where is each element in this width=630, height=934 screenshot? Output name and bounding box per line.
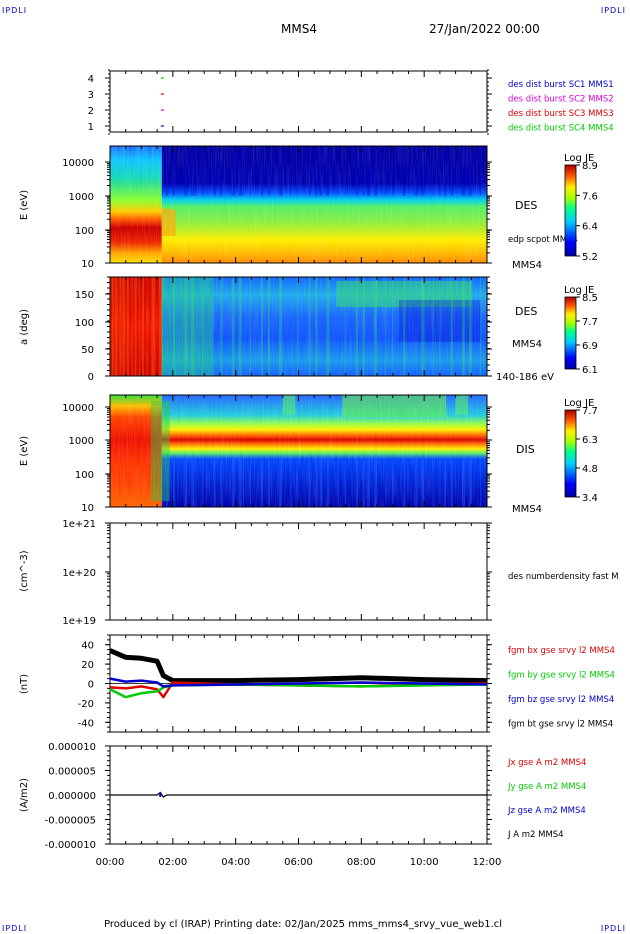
- legend-entry: des dist burst SC3 MMS3: [508, 109, 614, 119]
- y-tick-label: 1000: [69, 192, 94, 203]
- x-tick-label: 00:00: [96, 857, 125, 868]
- legend-entry: fgm bz gse srvy l2 MMS4: [508, 695, 614, 705]
- footer-credit: Produced by cl (IRAP) Printing date: 02/…: [104, 919, 503, 930]
- spacecraft-label: MMS4: [512, 339, 542, 350]
- availability-frame: [109, 70, 488, 133]
- y-tick-label: 10000: [62, 403, 94, 414]
- y-tick-label: -0.000005: [45, 816, 96, 827]
- y-tick-label: 3: [88, 90, 94, 101]
- species-label: DES: [515, 199, 537, 212]
- legend-entry: des dist burst SC2 MMS2: [508, 95, 614, 105]
- spectrogram-texture: [110, 395, 487, 507]
- colorbar-tick-label: 7.7: [582, 317, 598, 328]
- y-tick-label: 100: [75, 470, 94, 481]
- y-axis-title: (cm^-3): [19, 550, 30, 591]
- colorbar-tick-label: 4.8: [582, 464, 598, 475]
- energy-range-label: 140-186 eV: [496, 372, 554, 383]
- series-line: [109, 648, 488, 684]
- colorbar-tick-label: 6.1: [582, 365, 598, 376]
- y-tick-label: 0.000005: [48, 767, 96, 778]
- corner-label-top-left: IPDLI: [2, 6, 28, 15]
- y-tick-label: 10000: [62, 158, 94, 169]
- y-tick-label: 20: [81, 660, 94, 671]
- legend-entry: fgm bx gse srvy l2 MMS4: [508, 646, 615, 656]
- legend-entry: Jy gse A m2 MMS4: [507, 782, 586, 792]
- series-line: [109, 677, 488, 688]
- y-axis-title: E (eV): [19, 436, 30, 466]
- x-tick-label: 12:00: [473, 857, 502, 868]
- y-axis-title: (nT): [19, 674, 30, 694]
- des-energy-colorbar: [564, 164, 577, 257]
- y-tick-label: 100: [75, 226, 94, 237]
- colorbar-tick-label: 6.9: [582, 341, 598, 352]
- colorbar-title: Log JE: [564, 153, 594, 164]
- y-axis-title: a (deg): [19, 309, 30, 345]
- y-axis-title: (A/m2): [19, 778, 30, 812]
- corner-label-bottom-right: IPDLI: [600, 924, 626, 933]
- colorbar-tick-label: 7.7: [582, 406, 598, 417]
- colorbar-title: Log JE: [564, 398, 594, 409]
- x-tick-label: 08:00: [347, 857, 376, 868]
- des-pitch-colorbar: [564, 296, 577, 370]
- colorbar-tick-label: 6.3: [582, 435, 598, 446]
- series-line: [110, 791, 487, 798]
- species-label: DES: [515, 305, 537, 318]
- y-tick-label: 40: [81, 641, 94, 652]
- y-tick-label: 1e+21: [62, 519, 96, 530]
- y-tick-label: -20: [78, 699, 94, 710]
- y-tick-label: 1e+19: [62, 616, 96, 627]
- date-title: 27/Jan/2022 00:00: [429, 22, 540, 36]
- y-tick-label: 10: [81, 259, 94, 270]
- species-label: DIS: [516, 443, 535, 456]
- y-axis-title: E (eV): [19, 190, 30, 220]
- corner-label-bottom-left: IPDLI: [2, 924, 28, 933]
- legend-entry: fgm bt gse srvy l2 MMS4: [508, 720, 613, 730]
- legend-entry: des dist burst SC4 MMS4: [508, 124, 614, 134]
- y-tick-label: 0.000010: [48, 742, 96, 753]
- y-tick-label: 2: [88, 106, 94, 117]
- spacecraft-label: MMS4: [512, 260, 542, 271]
- colorbar-tick-label: 7.6: [582, 191, 598, 202]
- y-tick-label: 1: [88, 122, 94, 133]
- spectrogram-texture: [110, 277, 487, 376]
- x-tick-label: 10:00: [410, 857, 439, 868]
- spacecraft-title: MMS4: [281, 22, 317, 36]
- y-tick-label: 100: [75, 318, 94, 329]
- legend-entry: des numberdensity fast M: [508, 572, 619, 582]
- spectrogram-texture: [110, 146, 487, 263]
- corner-label-top-right: IPDLI: [600, 6, 626, 15]
- colorbar-tick-label: 3.4: [582, 493, 598, 504]
- x-tick-label: 02:00: [158, 857, 187, 868]
- colorbar-tick-label: 6.4: [582, 222, 598, 233]
- legend-entry: des dist burst SC1 MMS1: [508, 80, 614, 90]
- y-tick-label: 150: [75, 290, 94, 301]
- spacecraft-label: MMS4: [512, 504, 542, 515]
- colorbar-tick-label: 8.9: [582, 161, 598, 172]
- y-tick-label: 1e+20: [62, 568, 96, 579]
- overlay-label: edp scpot MMS4: [508, 235, 578, 245]
- y-tick-label: 0: [88, 680, 94, 691]
- x-tick-label: 06:00: [284, 857, 313, 868]
- y-tick-label: 1000: [69, 436, 94, 447]
- density-frame: [109, 522, 488, 621]
- y-tick-label: 0.000000: [48, 791, 96, 802]
- y-tick-label: 0: [88, 372, 94, 383]
- y-tick-label: -40: [78, 718, 94, 729]
- legend-entry: fgm by gse srvy l2 MMS4: [508, 671, 615, 681]
- legend-entry: J A m2 MMS4: [507, 830, 564, 840]
- colorbar-tick-label: 5.2: [582, 252, 598, 263]
- y-tick-label: 10: [81, 503, 94, 514]
- dis-energy-colorbar: [564, 409, 577, 498]
- colorbar-tick-label: 8.5: [582, 293, 598, 304]
- legend-entry: Jz gse A m2 MMS4: [507, 806, 586, 816]
- x-tick-label: 04:00: [221, 857, 250, 868]
- y-tick-label: -0.000010: [45, 840, 96, 851]
- y-tick-label: 50: [81, 345, 94, 356]
- legend-entry: Jx gse A m2 MMS4: [507, 758, 586, 768]
- colorbar-title: Log JE: [564, 285, 594, 296]
- y-tick-label: 4: [88, 74, 94, 85]
